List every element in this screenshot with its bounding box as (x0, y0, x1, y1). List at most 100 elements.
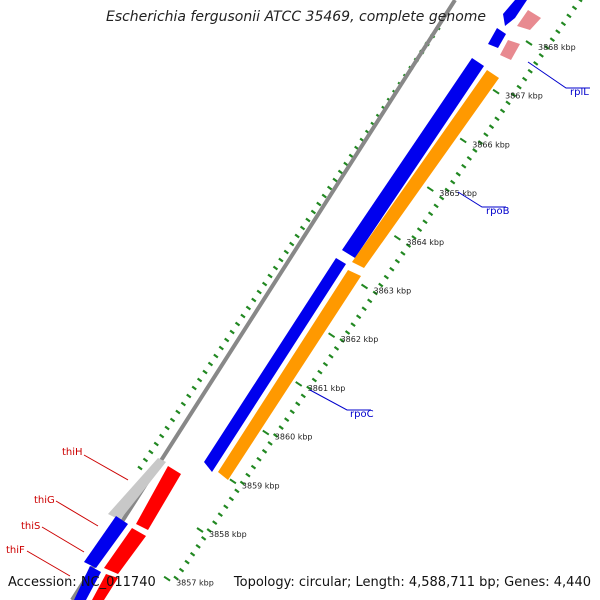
ring-dot (261, 448, 268, 454)
ring-dot (389, 266, 395, 272)
callout-line (457, 191, 506, 208)
ring-dot (339, 338, 345, 343)
gene-callouts: rplL rpoB rpoC thiH thiG thiS thiF (6, 61, 590, 577)
ring-dot (169, 417, 176, 423)
gene-label-thiS: thiS (21, 521, 40, 532)
ring-dot (400, 250, 406, 256)
tick-label: 3867 kbp (505, 92, 543, 101)
ring-dot (499, 108, 506, 114)
tick-mark (426, 186, 434, 192)
tick-mark (262, 429, 270, 436)
ring-dot (240, 313, 246, 319)
ring-dot (267, 441, 273, 446)
ring-dot (278, 257, 284, 263)
ring-dot (251, 297, 257, 303)
ring-dot (571, 5, 578, 11)
ring-dot (196, 377, 203, 383)
callout-line (26, 550, 71, 577)
ring-dot (411, 235, 417, 240)
inner-dotted-ring (173, 0, 583, 581)
ring-dot (461, 163, 467, 169)
gene-label-thiF: thiF (6, 545, 25, 556)
gene-label-rpoC: rpoC (350, 409, 374, 420)
ring-dot (372, 290, 378, 296)
tick-mark (492, 88, 500, 95)
ring-dot (350, 322, 356, 328)
ring-dot (239, 480, 246, 486)
ring-dot (326, 185, 333, 191)
ring-dot (217, 512, 223, 518)
ring-dot (343, 161, 349, 167)
cds-rpoB-reverse (352, 70, 499, 268)
ring-dot (422, 219, 428, 225)
ring-dot (186, 393, 192, 399)
callout-line (527, 61, 590, 89)
ring-dot (416, 227, 423, 232)
genome-title-text: Escherichia fergusonii ATCC 35469, compl… (105, 9, 487, 25)
ring-dot (311, 377, 318, 383)
ring-dot (317, 369, 323, 375)
ring-dot (405, 243, 412, 248)
ring-dot (206, 528, 212, 533)
ring-dot (466, 155, 472, 161)
ring-dot (261, 281, 268, 287)
ring-dot (533, 60, 539, 66)
ring-dot (367, 298, 373, 304)
ring-dot (250, 464, 257, 470)
gene-label-rpoB: rpoB (486, 206, 510, 217)
cds-rpoC-reverse (218, 270, 361, 480)
ring-dot (321, 193, 327, 199)
tick-mark (328, 332, 336, 339)
tick-label: 3864 kbp (406, 238, 444, 247)
ring-dot (142, 457, 149, 463)
ring-dot (337, 169, 344, 175)
ring-dot (228, 496, 235, 502)
ring-dot (433, 203, 439, 209)
ring-dot (328, 353, 334, 359)
cds-thiF-forward (74, 566, 101, 600)
ring-dot (153, 441, 159, 447)
ring-dot (245, 472, 251, 478)
ring-dot (494, 116, 500, 122)
tick-label: 3862 kbp (341, 335, 379, 344)
ring-dot (566, 13, 572, 19)
summary-label: Topology: circular; Length: 4,588,711 bp… (233, 575, 591, 590)
ring-dot (195, 543, 201, 549)
ring-dot (472, 148, 478, 153)
tick-label: 3858 kbp (209, 530, 247, 539)
ring-dot (444, 187, 450, 193)
ring-dot (560, 21, 567, 27)
ring-dot (488, 124, 495, 130)
ring-dot (256, 456, 262, 462)
ring-dot (316, 201, 322, 207)
tick-label: 3860 kbp (275, 433, 313, 442)
ring-dot (148, 449, 154, 455)
ring-dot (383, 274, 389, 280)
ring-dot (267, 273, 273, 279)
cds-small-forward (488, 28, 506, 48)
ring-dot (361, 306, 367, 312)
ring-dot (212, 520, 218, 525)
ring-dot (234, 321, 241, 327)
tick-labels: 3868 kbp 3867 kbp 3866 kbp 3865 kbp 3864 kbp… (163, 40, 576, 588)
tick-mark (360, 283, 369, 290)
tick-label: 3861 kbp (308, 384, 346, 393)
ring-dot (202, 369, 208, 375)
ring-dot (538, 53, 544, 58)
ring-dot (159, 433, 165, 439)
ring-dot (289, 409, 295, 415)
cds-thiH-reverse (136, 466, 181, 530)
ring-dot (300, 393, 306, 399)
gene-label-thiG: thiG (34, 495, 55, 506)
callout-line (309, 389, 371, 411)
ring-dot (256, 289, 262, 295)
cds-thiG-forward (84, 516, 128, 568)
ring-dot (510, 92, 517, 98)
cds-rpoB-forward (342, 58, 484, 258)
cds-rpoC-forward (204, 258, 346, 472)
ring-dot (224, 337, 230, 343)
ring-dot (180, 401, 187, 407)
tick-mark (295, 381, 303, 387)
tick-label: 3868 kbp (538, 43, 576, 52)
cds-small-reverse (500, 40, 520, 60)
